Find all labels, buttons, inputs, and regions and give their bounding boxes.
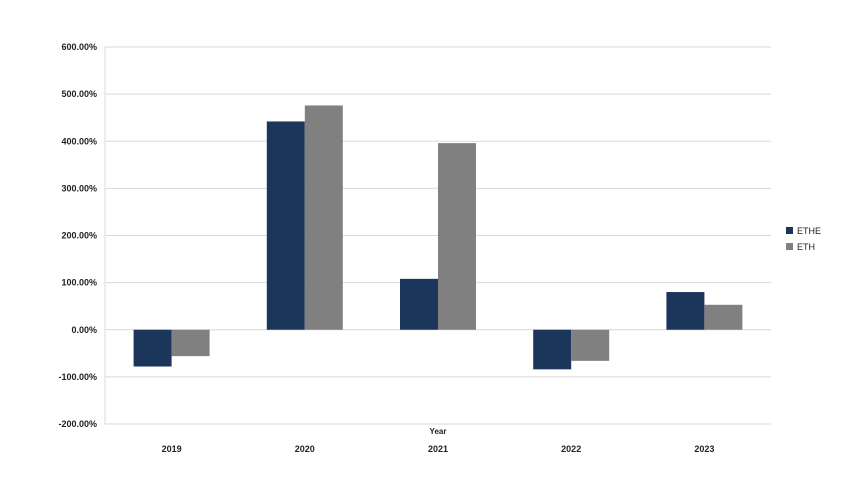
legend: ETHE ETH <box>786 226 821 252</box>
x-tick-label: 2023 <box>694 444 714 454</box>
bar-ethe-2022 <box>533 329 572 370</box>
bar-eth-2019 <box>171 329 210 357</box>
x-tick-label: 2021 <box>428 444 448 454</box>
y-axis: -200.00% -100.00% 0.00% 100.00% 200.00% 300.0… <box>58 42 97 429</box>
y-tick-label: -100.00% <box>58 372 97 382</box>
legend-label-ethe: ETHE <box>797 226 821 236</box>
bars <box>133 105 743 370</box>
y-tick-label: 400.00% <box>61 136 97 146</box>
x-axis-title: Year <box>430 427 447 436</box>
x-tick-label: 2019 <box>162 444 182 454</box>
legend-swatch-eth <box>786 243 793 250</box>
y-tick-label: 0.00% <box>71 325 97 335</box>
bar-ethe-2021 <box>400 278 438 330</box>
x-axis: 2019 2020 2021 2022 2023 <box>162 444 715 454</box>
bar-eth-2023 <box>704 304 743 330</box>
legend-label-eth: ETH <box>797 242 815 252</box>
bar-eth-2022 <box>571 329 610 361</box>
y-tick-label: 300.00% <box>61 183 97 193</box>
bar-ethe-2020 <box>266 121 305 330</box>
y-tick-label: -200.00% <box>58 419 97 429</box>
bar-ethe-2023 <box>666 292 705 330</box>
y-tick-label: 500.00% <box>61 89 97 99</box>
x-tick-label: 2022 <box>561 444 581 454</box>
x-tick-label: 2020 <box>295 444 315 454</box>
y-tick-label: 200.00% <box>61 231 97 241</box>
legend-swatch-ethe <box>786 227 793 234</box>
y-tick-label: 100.00% <box>61 278 97 288</box>
bar-ethe-2019 <box>133 329 172 367</box>
bar-eth-2021 <box>438 143 476 330</box>
y-tick-label: 600.00% <box>61 42 97 52</box>
bar-eth-2020 <box>304 105 343 330</box>
